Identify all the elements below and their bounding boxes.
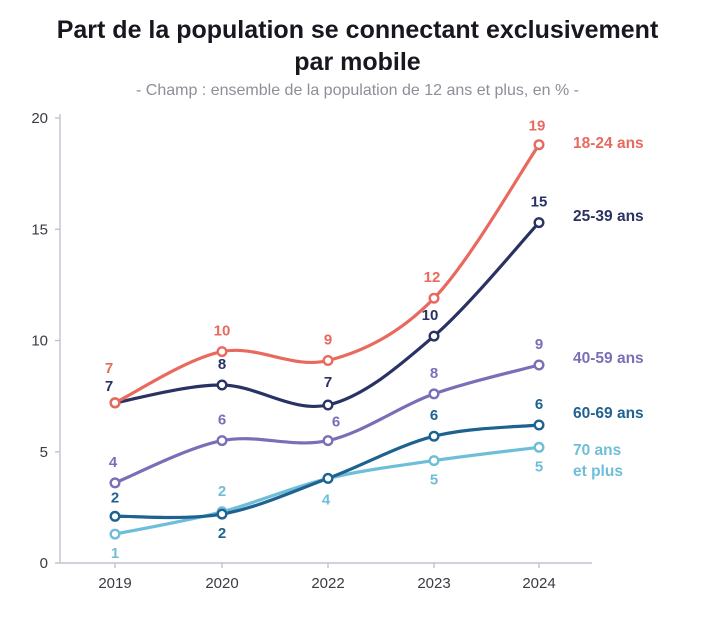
data-point-label-40-59-ans: 8 [430, 365, 438, 382]
data-point-label-40-59-ans: 4 [109, 454, 118, 471]
data-point-40-59-ans [428, 388, 440, 400]
data-point-25-39-ans [322, 399, 334, 411]
data-point-label-60-69-ans: 6 [430, 407, 438, 424]
data-point-label-40-59-ans: 6 [218, 412, 226, 429]
data-point-label-25-39-ans: 15 [531, 194, 548, 211]
x-axis-tick-label: 2024 [522, 575, 555, 592]
data-point-18-24-ans [109, 397, 121, 409]
legend-label-25-39-ans: 25-39 ans [573, 208, 644, 225]
data-point-40-59-ans [322, 435, 334, 447]
data-point-label-60-69-ans: 2 [111, 489, 119, 506]
data-point-label-70-ans-et-plus: 5 [430, 472, 438, 489]
data-point-label-70-ans-et-plus: 4 [322, 491, 331, 508]
data-point-label-18-24-ans: 9 [324, 332, 332, 349]
data-point-18-24-ans [322, 355, 334, 367]
legend-label-60-69-ans: 60-69 ans [573, 405, 644, 422]
data-point-label-70-ans-et-plus: 2 [218, 483, 226, 500]
data-point-18-24-ans [533, 139, 545, 151]
chart-subtitle: - Champ : ensemble de la population de 1… [136, 82, 579, 99]
data-point-label-25-39-ans: 10 [422, 307, 439, 324]
chart-title-line2: par mobile [294, 48, 421, 76]
data-point-40-59-ans [533, 359, 545, 371]
data-point-70-ans-et-plus [109, 528, 121, 540]
data-point-18-24-ans [216, 346, 228, 358]
data-point-60-69-ans [109, 510, 121, 522]
data-point-label-18-24-ans: 12 [424, 269, 441, 286]
data-point-18-24-ans [428, 292, 440, 304]
data-point-25-39-ans [428, 330, 440, 342]
x-axis-tick-label: 2022 [311, 575, 344, 592]
data-point-60-69-ans [533, 419, 545, 431]
data-point-label-18-24-ans: 19 [529, 118, 546, 135]
data-point-label-25-39-ans: 7 [105, 378, 113, 395]
data-point-label-70-ans-et-plus: 1 [111, 545, 119, 562]
data-point-25-39-ans [216, 379, 228, 391]
x-axis-tick-label: 2020 [205, 575, 238, 592]
data-point-label-60-69-ans: 2 [218, 525, 226, 542]
chart-title-line1: Part de la population se connectant excl… [56, 16, 659, 44]
data-point-70-ans-et-plus [428, 455, 440, 467]
y-axis-tick-label: 0 [40, 555, 48, 572]
data-point-25-39-ans [533, 217, 545, 229]
data-point-label-40-59-ans: 9 [535, 336, 543, 353]
chart-title: Part de la population se connectant excl… [0, 14, 715, 78]
data-point-label-25-39-ans: 8 [218, 356, 226, 373]
legend-label-18-24-ans: 18-24 ans [573, 135, 644, 152]
series-line-18-24-ans [113, 143, 541, 405]
data-point-60-69-ans [322, 472, 334, 484]
legend-label-70-ans-et-plus: 70 ans et plus [573, 442, 623, 480]
data-point-label-60-69-ans: 6 [535, 396, 543, 413]
y-axis-tick-label: 20 [31, 110, 48, 127]
data-point-label-70-ans-et-plus: 5 [535, 458, 543, 475]
data-point-label-18-24-ans: 10 [214, 323, 231, 340]
y-axis-tick-label: 10 [31, 333, 48, 350]
data-point-label-40-59-ans: 6 [332, 414, 340, 431]
data-point-label-25-39-ans: 7 [324, 374, 332, 391]
legend-label-40-59-ans: 40-59 ans [573, 350, 644, 367]
data-point-70-ans-et-plus [533, 441, 545, 453]
data-point-40-59-ans [109, 477, 121, 489]
y-axis-tick-label: 15 [31, 221, 48, 238]
chart-header: Part de la population se connectant excl… [0, 0, 715, 100]
data-point-60-69-ans [216, 508, 228, 520]
x-axis-tick-label: 2023 [417, 575, 450, 592]
data-point-40-59-ans [216, 435, 228, 447]
data-point-label-18-24-ans: 7 [105, 360, 113, 377]
data-point-60-69-ans [428, 430, 440, 442]
y-axis-tick-label: 5 [40, 444, 48, 461]
x-axis-tick-label: 2019 [98, 575, 131, 592]
